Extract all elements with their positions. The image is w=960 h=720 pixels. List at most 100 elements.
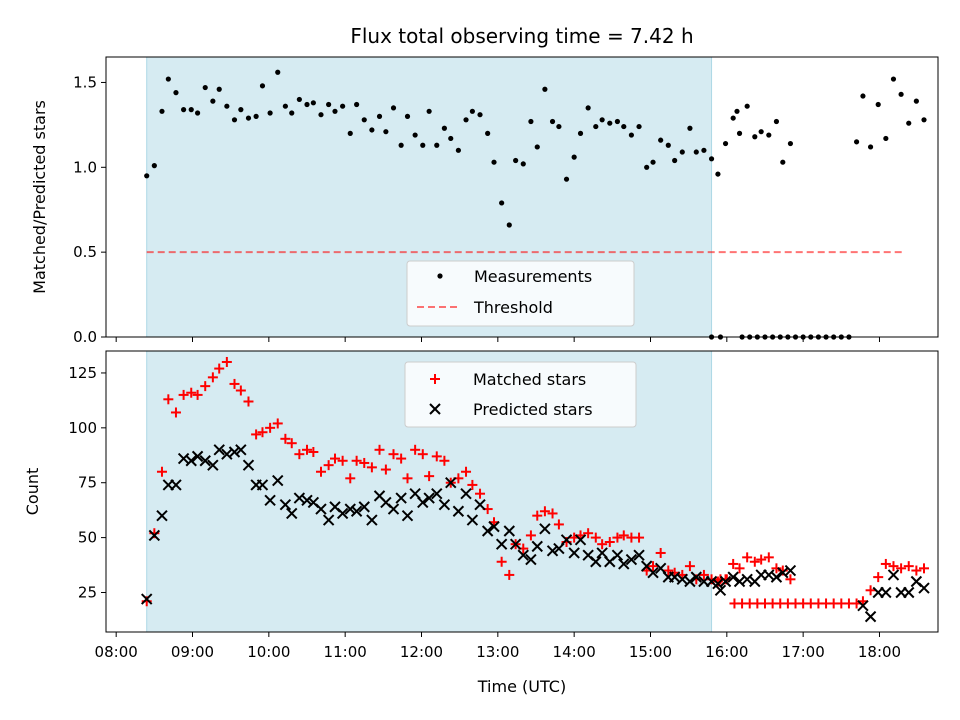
predicted-star-point bbox=[279, 498, 292, 511]
measurement-point bbox=[361, 117, 367, 123]
y-tick-label: 1.5 bbox=[73, 73, 97, 91]
matched-star-point bbox=[728, 558, 739, 569]
matched-star-point bbox=[590, 532, 601, 543]
measurement-point bbox=[376, 113, 383, 119]
predicted-star-point bbox=[887, 569, 900, 581]
predicted-star-point bbox=[474, 498, 486, 511]
predicted-star-point bbox=[531, 540, 543, 553]
bottom-legend: Matched stars Predicted stars bbox=[404, 361, 637, 428]
matched-star-point bbox=[402, 473, 413, 484]
legend-marker-measurements bbox=[437, 273, 443, 279]
measurement-point bbox=[628, 132, 635, 138]
matched-star-point bbox=[170, 407, 181, 418]
predicted-star-point bbox=[185, 455, 197, 467]
matched-star-point bbox=[294, 449, 305, 460]
matched-star-point bbox=[496, 556, 507, 567]
legend-label-measurements: Measurements bbox=[474, 267, 592, 286]
measurement-point bbox=[245, 115, 252, 121]
predicted-star-point bbox=[525, 553, 537, 566]
matched-star-point bbox=[229, 378, 240, 389]
measurement-point bbox=[614, 118, 621, 125]
predicted-star-point bbox=[235, 444, 247, 456]
y-tick-label: 1.0 bbox=[73, 158, 97, 176]
predicted-stars-points bbox=[141, 444, 930, 623]
predicted-star-point bbox=[417, 496, 429, 509]
legend-label-predicted: Predicted stars bbox=[473, 400, 593, 419]
measurement-point bbox=[875, 101, 881, 108]
x-tick-label: 18:00 bbox=[858, 643, 901, 661]
predicted-star-point bbox=[864, 610, 877, 623]
matched-star-point bbox=[618, 530, 629, 541]
predicted-star-point bbox=[191, 450, 204, 463]
predicted-star-point bbox=[509, 538, 522, 550]
predicted-star-point bbox=[488, 520, 500, 533]
measurement-point bbox=[173, 90, 179, 96]
measurement-point bbox=[520, 161, 526, 167]
matched-star-point bbox=[763, 552, 774, 563]
predicted-star-point bbox=[350, 505, 363, 517]
predicted-star-point bbox=[903, 586, 915, 599]
matched-star-point bbox=[880, 558, 891, 569]
measurement-point bbox=[752, 134, 758, 140]
matched-star-point bbox=[257, 427, 268, 438]
matched-star-point bbox=[359, 457, 370, 468]
predicted-star-point bbox=[647, 567, 659, 579]
predicted-star-point bbox=[918, 582, 930, 594]
y-tick-label: 125 bbox=[68, 364, 97, 382]
measurement-point bbox=[577, 130, 584, 136]
x-tick-label: 16:00 bbox=[705, 643, 748, 661]
measurement-point bbox=[165, 76, 171, 82]
measurement-point bbox=[420, 142, 426, 148]
legend-label-threshold: Threshold bbox=[473, 298, 553, 317]
measurement-point bbox=[181, 107, 187, 113]
measurement-point bbox=[734, 108, 740, 114]
measurement-point bbox=[412, 132, 418, 138]
measurement-point bbox=[744, 103, 750, 109]
predicted-star-point bbox=[714, 584, 727, 596]
measurement-point bbox=[426, 108, 432, 114]
measurement-point bbox=[463, 117, 469, 123]
matched-star-point bbox=[903, 561, 914, 572]
legend-marker-matched bbox=[430, 374, 440, 384]
measurement-point bbox=[679, 149, 685, 155]
top-plot-frame bbox=[105, 56, 939, 338]
predicted-star-point bbox=[719, 575, 732, 588]
top-legend-box bbox=[406, 260, 635, 327]
x-axis-label: Time (UTC) bbox=[477, 677, 566, 696]
matched-star-point bbox=[439, 455, 450, 466]
measurement-point bbox=[636, 123, 642, 130]
matched-star-point bbox=[888, 561, 899, 572]
matched-star-point bbox=[919, 563, 930, 574]
measurement-point bbox=[607, 120, 613, 126]
x-tick-label: 12:00 bbox=[400, 643, 443, 661]
measurement-point bbox=[369, 127, 375, 133]
x-tick-label: 09:00 bbox=[171, 643, 214, 661]
measurement-point bbox=[665, 142, 671, 148]
measurement-point bbox=[491, 159, 497, 165]
matched-star-point bbox=[896, 563, 907, 574]
measurement-point bbox=[404, 113, 411, 119]
matched-star-point bbox=[380, 464, 391, 475]
measurement-point bbox=[441, 125, 447, 131]
predicted-star-point bbox=[784, 564, 797, 577]
measurement-point bbox=[398, 142, 404, 148]
matched-star-point bbox=[221, 356, 232, 367]
measurement-point bbox=[506, 222, 512, 228]
measurement-point bbox=[736, 130, 743, 136]
measurement-point bbox=[318, 112, 324, 118]
matched-star-point bbox=[597, 539, 608, 550]
measurement-point bbox=[906, 120, 912, 126]
matched-star-point bbox=[865, 585, 876, 596]
matched-star-point bbox=[272, 418, 283, 429]
predicted-star-point bbox=[431, 487, 443, 500]
matched-star-point bbox=[178, 389, 189, 400]
matched-star-point bbox=[351, 455, 362, 466]
measurement-point bbox=[448, 135, 454, 142]
predicted-star-point bbox=[633, 549, 645, 561]
measurement-point bbox=[883, 135, 889, 142]
measurement-point bbox=[210, 98, 216, 104]
predicted-star-point bbox=[546, 545, 559, 557]
bottom-plot-frame bbox=[105, 350, 939, 633]
measurement-point bbox=[658, 137, 664, 143]
